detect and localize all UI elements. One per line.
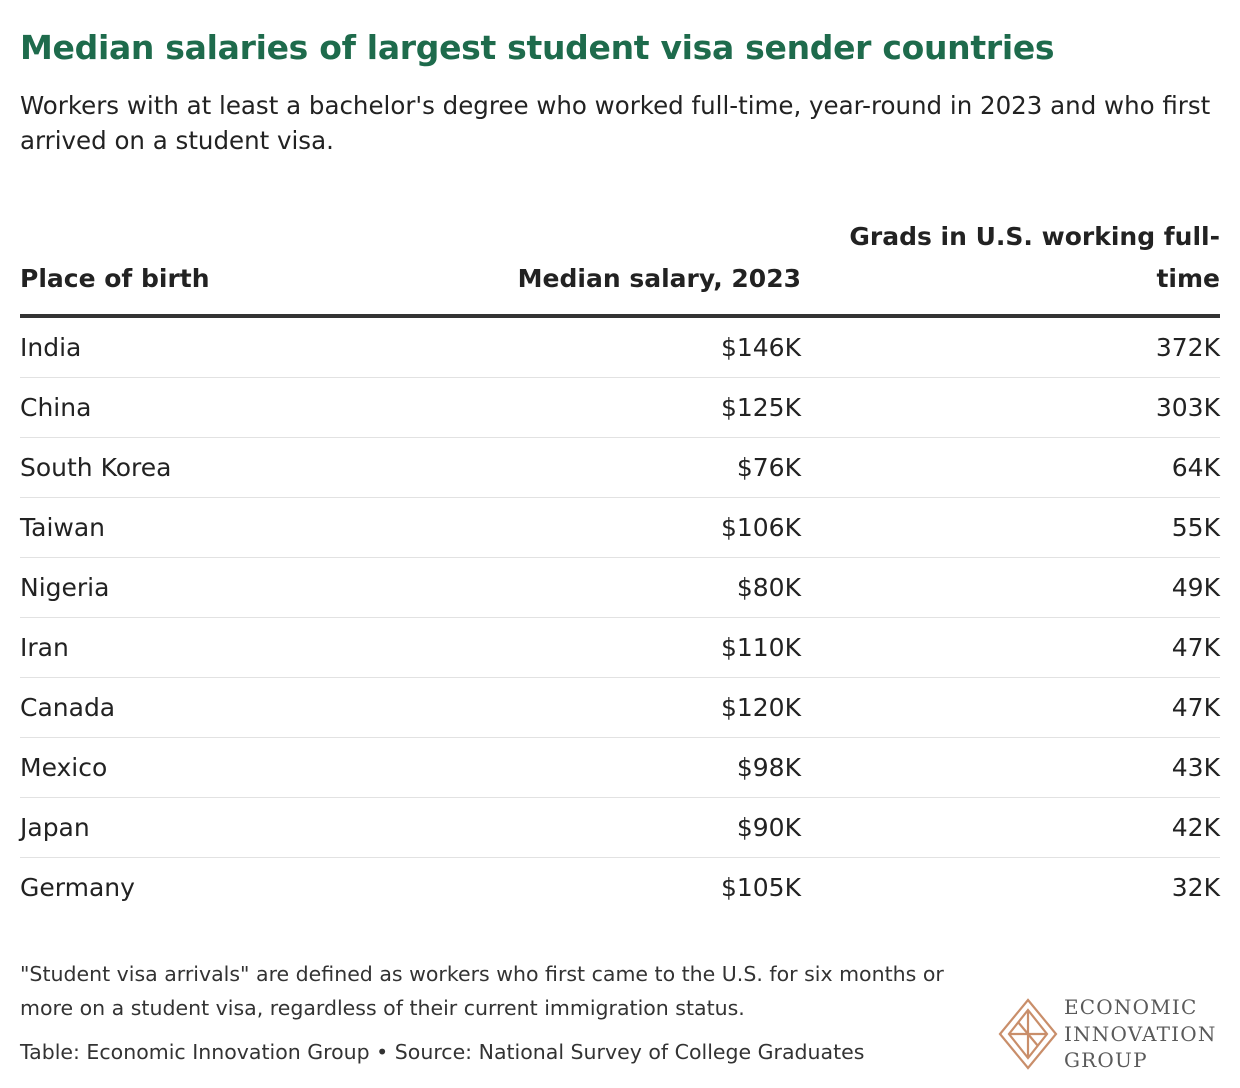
table-row: China $125K 303K [20,378,1220,438]
cell-grads-count: 64K [1171,453,1220,482]
table-row: Canada $120K 47K [20,678,1220,738]
cell-grads-count: 49K [1171,573,1220,602]
eig-logo: ECONOMIC INNOVATION GROUP [998,994,1220,1074]
cell-place: Nigeria [20,573,110,602]
cell-grads-count: 42K [1171,813,1220,842]
footnote: "Student visa arrivals" are defined as w… [20,962,944,1020]
cell-grads-count: 303K [1155,393,1220,422]
cell-place: China [20,393,92,422]
column-header-grads: Grads in U.S. working full-time [849,222,1220,293]
cell-place: South Korea [20,453,172,482]
table-row: India $146K 372K [20,318,1220,378]
table-row: Iran $110K 47K [20,618,1220,678]
table-row: Taiwan $106K 55K [20,498,1220,558]
cell-median-salary: $90K [736,813,801,842]
cell-place: Mexico [20,753,108,782]
header-rule [20,314,1220,318]
logo-wordmark: ECONOMIC INNOVATION GROUP [1064,994,1217,1074]
cell-median-salary: $106K [720,513,801,542]
cell-place: Canada [20,693,116,722]
diamond-logo-icon [998,998,1058,1070]
cell-grads-count: 47K [1171,633,1220,662]
chart-subtitle: Workers with at least a bachelor's degre… [20,91,1211,155]
logo-line: INNOVATION [1064,1021,1217,1046]
cell-median-salary: $110K [720,633,801,662]
logo-line: ECONOMIC [1064,995,1198,1019]
cell-grads-count: 55K [1171,513,1220,542]
cell-median-salary: $120K [720,693,801,722]
table-row: Nigeria $80K 49K [20,558,1220,618]
cell-place: Taiwan [20,513,106,542]
cell-place: Japan [20,813,90,842]
chart-title: Median salaries of largest student visa … [20,28,1055,67]
table-row: South Korea $76K 64K [20,438,1220,498]
cell-place: India [20,333,82,362]
cell-median-salary: $98K [736,753,801,782]
column-header-salary: Median salary, 2023 [517,264,801,293]
table-header: Place of birth Median salary, 2023 Grads… [20,214,1220,318]
cell-median-salary: $146K [720,333,801,362]
source-line: Table: Economic Innovation Group • Sourc… [20,1040,865,1064]
cell-grads-count: 47K [1171,693,1220,722]
table-row: Mexico $98K 43K [20,738,1220,798]
column-header-place: Place of birth [20,264,210,293]
cell-median-salary: $125K [720,393,801,422]
cell-median-salary: $76K [736,453,801,482]
cell-grads-count: 32K [1171,873,1220,902]
cell-place: Germany [20,873,135,902]
cell-grads-count: 372K [1155,333,1220,362]
cell-grads-count: 43K [1171,753,1220,782]
cell-median-salary: $105K [720,873,801,902]
table-body: India $146K 372K China $125K 303K South Korea $… [20,318,1220,918]
cell-place: Iran [20,633,69,662]
table-row: Japan $90K 42K [20,798,1220,858]
cell-median-salary: $80K [736,573,801,602]
logo-line: GROUP [1064,1048,1148,1072]
table-row: Germany $105K 32K [20,858,1220,918]
